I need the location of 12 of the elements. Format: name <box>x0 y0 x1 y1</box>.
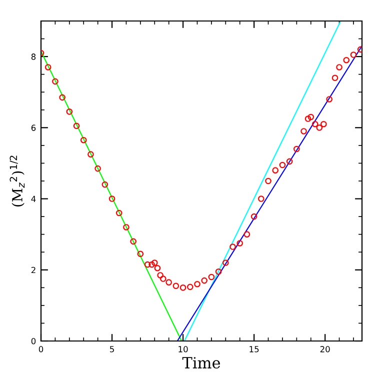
x-tick-label: 0 <box>38 346 44 352</box>
y-tick-label: 8 <box>31 54 36 60</box>
y-tick-label: 4 <box>31 196 36 202</box>
y-tick-label: 2 <box>31 266 36 274</box>
x-axis-title: Time <box>182 357 220 369</box>
y-tick-label: 0 <box>31 338 36 344</box>
y-axis-title: (M$_{z}$$^{2}$)$^{1/2}$ <box>10 156 25 206</box>
x-tick-label: 20 <box>320 346 330 352</box>
y-tick-label: 6 <box>31 124 36 131</box>
x-tick-label: 15 <box>250 346 259 352</box>
x-tick-label: 5 <box>110 346 114 352</box>
x-tick-label: 10 <box>178 346 188 352</box>
